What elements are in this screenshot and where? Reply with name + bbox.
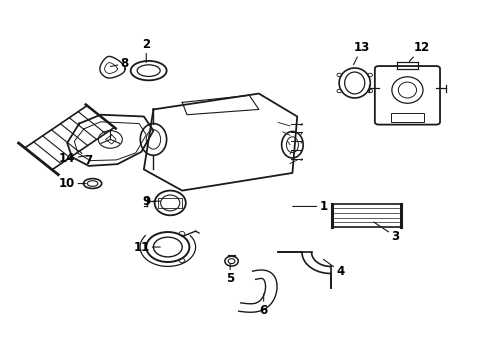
Text: 10: 10 bbox=[59, 177, 86, 190]
Bar bbox=[158, 198, 182, 208]
Text: 6: 6 bbox=[259, 294, 267, 317]
Bar bbox=[390, 113, 424, 122]
Text: 12: 12 bbox=[408, 41, 429, 62]
Text: 2: 2 bbox=[142, 38, 150, 63]
Text: 5: 5 bbox=[225, 264, 234, 285]
Bar bbox=[331, 204, 401, 227]
Text: 13: 13 bbox=[353, 41, 369, 64]
Text: 8: 8 bbox=[110, 57, 128, 70]
Text: 7: 7 bbox=[79, 150, 93, 167]
Text: 9: 9 bbox=[142, 195, 160, 208]
Text: 11: 11 bbox=[133, 240, 160, 253]
Text: 1: 1 bbox=[292, 200, 327, 213]
Text: 3: 3 bbox=[373, 222, 399, 243]
Text: 14: 14 bbox=[59, 152, 86, 165]
Text: 4: 4 bbox=[323, 259, 344, 278]
